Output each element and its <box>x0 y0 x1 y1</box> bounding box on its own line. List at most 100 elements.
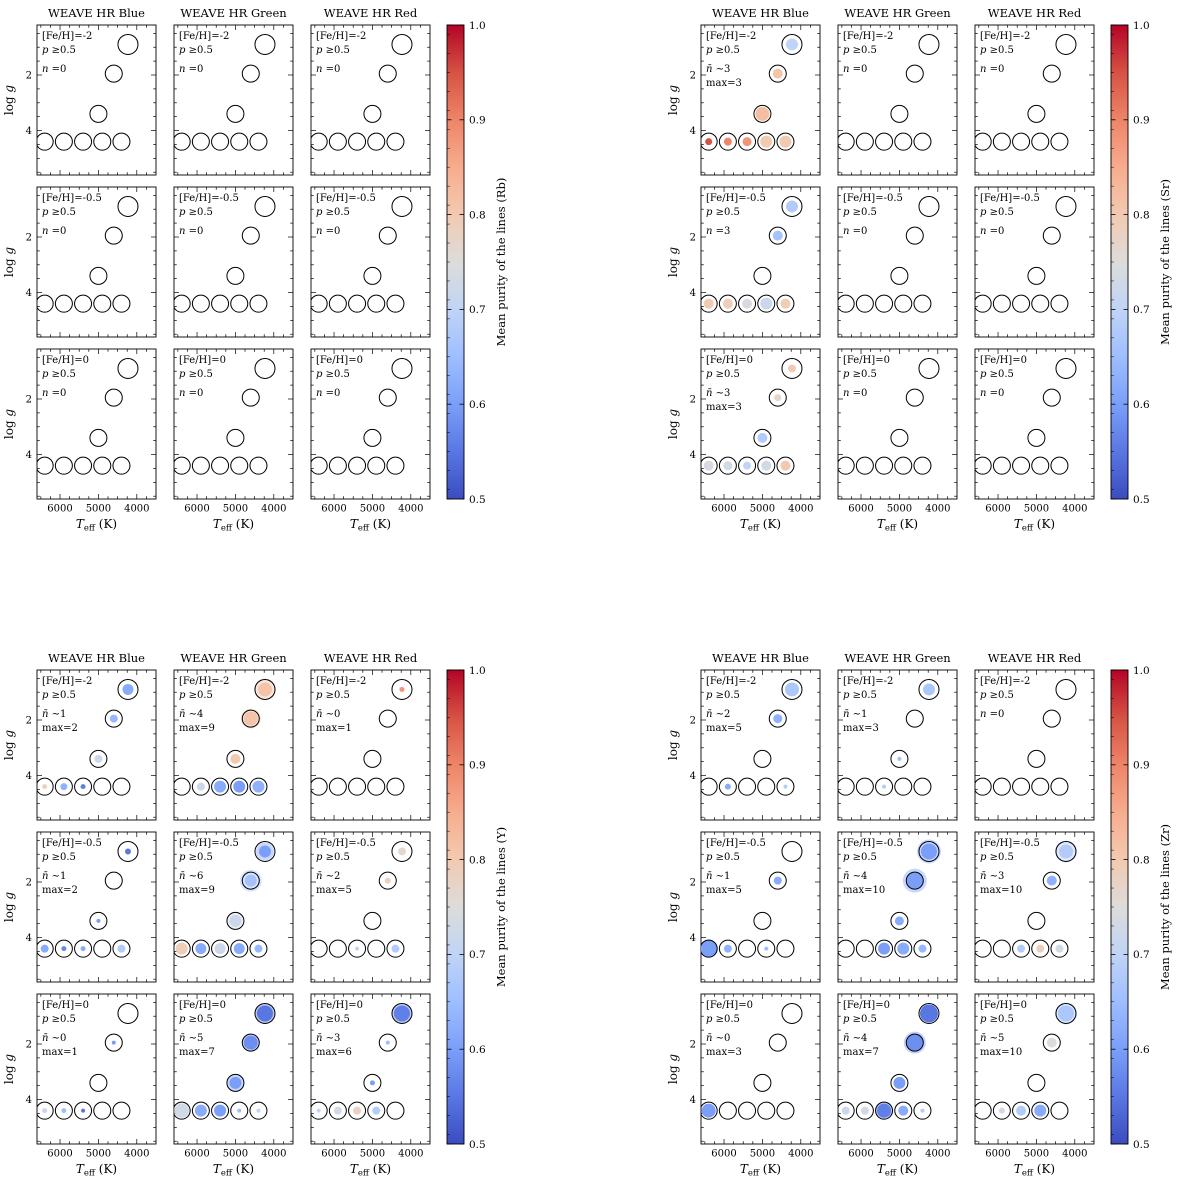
annotation-line: [Fe/H]=-2 <box>706 31 756 42</box>
x-tick-label: 6000 <box>321 504 346 515</box>
annotation-line: n̄ ∼5 <box>179 1033 203 1044</box>
star-marker-outline <box>701 939 718 958</box>
colorbar-tick-label: 0.7 <box>469 304 486 316</box>
star-marker-outline <box>74 777 93 796</box>
star-marker-outline <box>1050 456 1069 475</box>
star-marker-outline <box>328 456 347 475</box>
axes-frame <box>310 669 431 821</box>
colorbar-tick-label: 1.0 <box>1133 665 1150 677</box>
axes-frame <box>173 186 294 338</box>
annotation-line: p ≥0.5 <box>42 1014 76 1025</box>
star-marker-outline <box>1042 226 1061 245</box>
star-marker-outline <box>311 1101 328 1120</box>
star-marker-outline <box>241 1033 260 1052</box>
purity-dot <box>722 298 733 309</box>
annotation-line: [Fe/H]=-0.5 <box>980 193 1040 204</box>
subplot-Rb-r1-c2: [Fe/H]=-0.5 p ≥0.5 n =0 <box>310 186 431 338</box>
annotation-line: n̄ ∼3 <box>980 871 1004 882</box>
star-marker-outline <box>1055 678 1077 700</box>
y-tick-label: 2 <box>690 233 696 244</box>
purity-dot <box>175 942 188 955</box>
annotation-line: p ≥0.5 <box>42 207 76 218</box>
purity-dot <box>893 1076 906 1089</box>
star-marker-outline <box>1031 939 1050 958</box>
x-tick-label: 4000 <box>124 504 149 515</box>
axes-frame <box>310 348 431 500</box>
annotation-line: p ≥0.5 <box>843 45 877 56</box>
purity-dot <box>81 1108 86 1113</box>
star-marker-outline <box>54 777 73 796</box>
purity-dot <box>61 946 67 952</box>
annotation-line: [Fe/H]=0 <box>843 1000 890 1011</box>
y-tick-label: 2 <box>690 71 696 82</box>
annotation-line: p ≥0.5 <box>316 852 350 863</box>
y-tick-label: 2 <box>26 395 32 406</box>
star-marker-outline <box>781 357 803 379</box>
star-marker-outline <box>718 939 737 958</box>
star-marker-outline <box>54 1101 73 1120</box>
y-tick-label: 2 <box>26 878 32 889</box>
annotation-line: p ≥0.5 <box>980 45 1014 56</box>
colorbar-tick-label: 0.7 <box>1133 949 1150 961</box>
annotation-line: p ≥0.5 <box>42 45 76 56</box>
annotation-line: max=7 <box>843 1047 879 1058</box>
star-marker-outline <box>391 678 413 700</box>
y-axis-label: log g <box>666 85 680 116</box>
purity-dot <box>906 872 923 889</box>
annotation-line: n =0 <box>42 226 66 237</box>
star-marker-outline <box>781 1002 803 1024</box>
star-marker-outline <box>104 226 123 245</box>
panel-title: WEAVE HR Red <box>324 6 418 20</box>
purity-dot <box>998 1107 1005 1114</box>
star-marker-outline <box>1050 939 1069 958</box>
annotation-line: [Fe/H]=-0.5 <box>42 193 102 204</box>
axes-frame <box>700 831 821 983</box>
colorbar-tick-label: 0.5 <box>1133 1139 1150 1151</box>
colorbar-tick-label: 0.8 <box>1133 209 1150 221</box>
x-tick-label: 4000 <box>398 1149 423 1160</box>
annotation-line: p ≥0.5 <box>706 1014 740 1025</box>
star-marker-outline <box>838 132 855 151</box>
axes-frame <box>837 669 958 821</box>
purity-dot <box>122 683 134 695</box>
star-marker-outline <box>54 939 73 958</box>
star-marker-outline <box>378 226 397 245</box>
purity-dot <box>61 1108 67 1114</box>
annotation-line: max=5 <box>706 723 742 734</box>
axes-frame <box>700 348 821 500</box>
y-tick-label: 2 <box>26 71 32 82</box>
star-marker-outline <box>391 357 413 379</box>
purity-dot <box>1055 944 1064 953</box>
star-marker-outline <box>768 226 787 245</box>
x-tick-label: 6000 <box>985 1149 1010 1160</box>
y-tick-label: 2 <box>690 878 696 889</box>
subplot-Y-r0-c0: WEAVE HR Blue 2 4 [Fe/H]=-2 p ≥0.5 n̄ ∼1 max=2 <box>26 651 157 821</box>
purity-dot <box>894 916 904 926</box>
star-marker-outline <box>328 294 347 313</box>
star-marker-outline <box>93 132 112 151</box>
subplot-Rb-r2-c1: 6000 5000 4000 Teff (K) [Fe/H]=0 p ≥0.5 n =0 <box>173 348 294 534</box>
quadrant-rb: log g WEAVE HR Blue 2 4 [Fe/H]=-2 p ≥0.5 n =0 W… <box>0 0 536 540</box>
star-marker-outline <box>104 871 123 890</box>
star-marker-outline <box>1012 456 1031 475</box>
star-marker-outline <box>174 777 191 796</box>
star-marker-outline <box>211 294 230 313</box>
star-marker-outline <box>391 33 413 55</box>
star-marker-outline <box>311 777 328 796</box>
star-marker-outline <box>348 1101 367 1120</box>
colorbar-tick-label: 0.5 <box>469 1139 486 1151</box>
purity-dot <box>918 944 927 953</box>
purity-dot <box>785 38 798 51</box>
annotation-line: [Fe/H]=-2 <box>706 676 756 687</box>
colorbar-tick-label: 0.9 <box>469 760 486 772</box>
annotation-line: n̄ ∼1 <box>42 871 66 882</box>
purity-dot <box>60 783 68 791</box>
star-marker-outline <box>328 1101 347 1120</box>
subplot-Zr-r1-c2: [Fe/H]=-0.5 p ≥0.5 n̄ ∼3 max=10 <box>974 831 1095 983</box>
axes-frame <box>974 993 1095 1145</box>
y-tick-label: 2 <box>690 395 696 406</box>
star-marker-outline <box>348 132 367 151</box>
annotation-line: n =0 <box>980 226 1004 237</box>
x-tick-label: 6000 <box>184 1149 209 1160</box>
star-marker-outline <box>1055 840 1077 862</box>
